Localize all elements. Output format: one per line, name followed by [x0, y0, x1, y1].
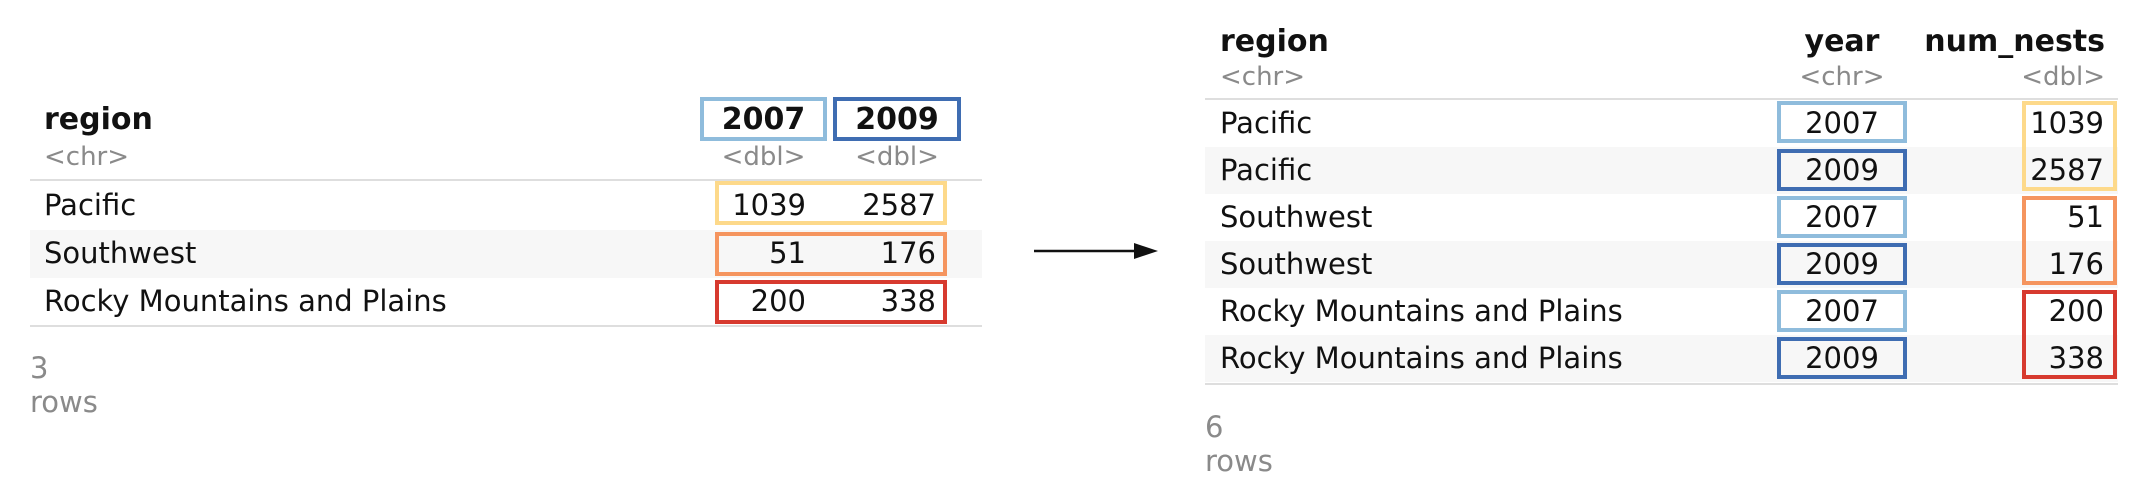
long-header-rule	[1205, 98, 2118, 100]
long-row-3-year: 2007	[1805, 200, 1879, 234]
long-row-3-region: Southwest	[1220, 200, 1373, 234]
long-header-year: year	[1804, 24, 1880, 59]
long-row-1-region: Pacific	[1220, 106, 1313, 140]
wide-row-2-region: Southwest	[44, 236, 197, 270]
wide-header-2007: 2007	[721, 102, 806, 137]
long-row-5-year-box	[1777, 290, 1907, 332]
long-southwest-values-box	[2022, 196, 2117, 285]
long-row-4-num-nests: 176	[2048, 247, 2104, 281]
wide-type-2007: <dbl>	[721, 142, 806, 172]
wide-row-1-region: Pacific	[44, 188, 137, 222]
long-type-region: <chr>	[1220, 62, 1306, 92]
long-row-stripe	[1205, 147, 2118, 194]
long-row-6-num-nests: 338	[2048, 341, 2104, 375]
long-row-4-year: 2009	[1805, 247, 1879, 281]
long-type-year: <chr>	[1799, 62, 1885, 92]
long-row-2-num-nests: 2587	[2030, 153, 2104, 187]
wide-row-3-2007: 200	[750, 284, 806, 318]
long-rocky-values-box	[2022, 290, 2117, 379]
wide-bottom-rule	[30, 325, 982, 327]
long-header-region: region	[1220, 24, 1329, 59]
wide-row-3-region: Rocky Mountains and Plains	[44, 284, 447, 318]
long-row-count: 6 rows	[1205, 410, 1273, 478]
long-header-num-nests: num_nests	[1924, 24, 2105, 59]
long-row-5-year: 2007	[1805, 294, 1879, 328]
wide-type-region: <chr>	[44, 142, 130, 172]
long-row-2-region: Pacific	[1220, 153, 1313, 187]
wide-header-rule	[30, 179, 982, 181]
long-row-6-year-box	[1777, 337, 1907, 379]
wide-row-2-2007: 51	[769, 236, 806, 270]
wide-row-2-values-box	[715, 232, 947, 276]
long-row-4-year-box	[1777, 243, 1907, 285]
long-row-6-region: Rocky Mountains and Plains	[1220, 341, 1623, 375]
long-bottom-rule	[1205, 383, 2118, 385]
wide-row-1-values-box	[715, 181, 947, 225]
long-row-4-region: Southwest	[1220, 247, 1373, 281]
wide-row-3-2009: 338	[880, 284, 936, 318]
long-type-num-nests: <dbl>	[2021, 62, 2105, 92]
long-row-6-year: 2009	[1805, 341, 1879, 375]
long-row-2-year: 2009	[1805, 153, 1879, 187]
long-row-1-num-nests: 1039	[2030, 106, 2104, 140]
long-row-5-num-nests: 200	[2048, 294, 2104, 328]
wide-row-count: 3 rows	[30, 351, 98, 419]
long-row-1-year-box	[1777, 101, 1907, 143]
wide-row-1-2007: 1039	[732, 188, 806, 222]
wide-row-3-values-box	[715, 280, 947, 324]
long-row-stripe	[1205, 241, 2118, 288]
long-pacific-values-box	[2022, 101, 2117, 191]
wide-header-region: region	[44, 102, 153, 137]
wide-row-stripe	[30, 230, 982, 278]
long-row-3-num-nests: 51	[2067, 200, 2104, 234]
right-arrow-icon	[1034, 243, 1158, 259]
long-row-2-year-box	[1777, 149, 1907, 191]
long-row-stripe	[1205, 335, 2118, 382]
wide-header-2007-box	[700, 97, 827, 141]
wide-row-2-2009: 176	[880, 236, 936, 270]
wide-header-2009: 2009	[855, 102, 939, 137]
long-row-1-year: 2007	[1805, 106, 1879, 140]
wide-row-1-2009: 2587	[862, 188, 936, 222]
long-row-5-region: Rocky Mountains and Plains	[1220, 294, 1623, 328]
wide-type-2009: <dbl>	[855, 142, 939, 172]
long-row-3-year-box	[1777, 196, 1907, 238]
wide-header-2009-box	[833, 97, 961, 141]
